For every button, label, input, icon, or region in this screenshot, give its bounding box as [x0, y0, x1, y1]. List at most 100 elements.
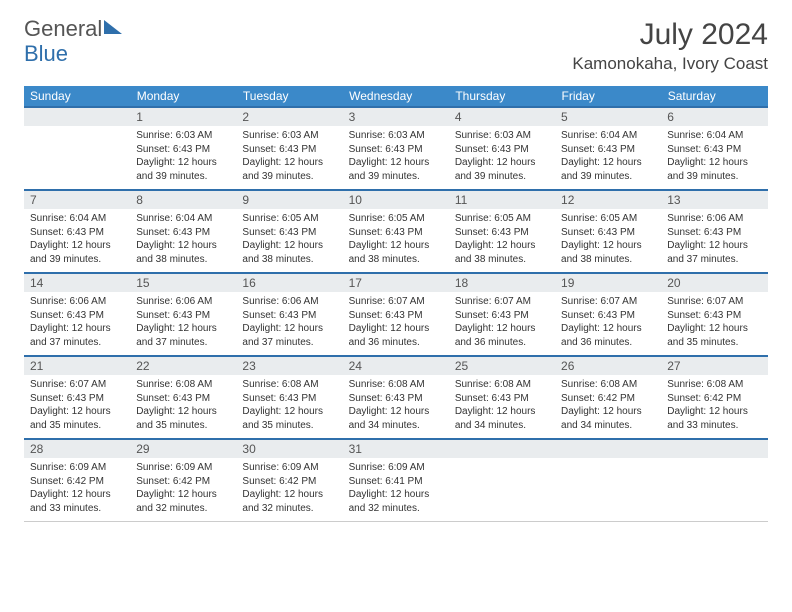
daylight-text: Daylight: 12 hours and 37 minutes.	[30, 322, 124, 349]
day-number: 8	[130, 191, 236, 209]
day-number	[661, 440, 767, 458]
day-number: 28	[24, 440, 130, 458]
day-cell: 2Sunrise: 6:03 AMSunset: 6:43 PMDaylight…	[236, 107, 342, 190]
day-cell	[24, 107, 130, 190]
sunset-text: Sunset: 6:43 PM	[30, 309, 124, 323]
day-number: 6	[661, 108, 767, 126]
day-cell	[661, 439, 767, 522]
day-number: 16	[236, 274, 342, 292]
daylight-text: Daylight: 12 hours and 35 minutes.	[30, 405, 124, 432]
day-content: Sunrise: 6:08 AMSunset: 6:43 PMDaylight:…	[130, 375, 236, 438]
sunset-text: Sunset: 6:43 PM	[349, 392, 443, 406]
day-content: Sunrise: 6:08 AMSunset: 6:42 PMDaylight:…	[555, 375, 661, 438]
daylight-text: Daylight: 12 hours and 38 minutes.	[242, 239, 336, 266]
dayhead-sun: Sunday	[24, 86, 130, 107]
day-number: 23	[236, 357, 342, 375]
day-cell: 16Sunrise: 6:06 AMSunset: 6:43 PMDayligh…	[236, 273, 342, 356]
sunrise-text: Sunrise: 6:09 AM	[242, 461, 336, 475]
week-row: 21Sunrise: 6:07 AMSunset: 6:43 PMDayligh…	[24, 356, 768, 439]
week-row: 28Sunrise: 6:09 AMSunset: 6:42 PMDayligh…	[24, 439, 768, 522]
logo: General Blue	[24, 18, 122, 67]
sunset-text: Sunset: 6:42 PM	[561, 392, 655, 406]
sunset-text: Sunset: 6:41 PM	[349, 475, 443, 489]
sunrise-text: Sunrise: 6:04 AM	[561, 129, 655, 143]
daylight-text: Daylight: 12 hours and 35 minutes.	[242, 405, 336, 432]
sunset-text: Sunset: 6:43 PM	[349, 309, 443, 323]
day-content: Sunrise: 6:06 AMSunset: 6:43 PMDaylight:…	[236, 292, 342, 355]
day-number: 11	[449, 191, 555, 209]
day-content: Sunrise: 6:05 AMSunset: 6:43 PMDaylight:…	[555, 209, 661, 272]
sunset-text: Sunset: 6:43 PM	[667, 226, 761, 240]
day-cell: 26Sunrise: 6:08 AMSunset: 6:42 PMDayligh…	[555, 356, 661, 439]
day-content: Sunrise: 6:05 AMSunset: 6:43 PMDaylight:…	[449, 209, 555, 272]
daylight-text: Daylight: 12 hours and 38 minutes.	[561, 239, 655, 266]
daylight-text: Daylight: 12 hours and 32 minutes.	[136, 488, 230, 515]
sunrise-text: Sunrise: 6:08 AM	[242, 378, 336, 392]
sunrise-text: Sunrise: 6:03 AM	[242, 129, 336, 143]
sunrise-text: Sunrise: 6:04 AM	[136, 212, 230, 226]
day-number: 21	[24, 357, 130, 375]
day-number: 4	[449, 108, 555, 126]
location: Kamonokaha, Ivory Coast	[572, 54, 768, 74]
sunset-text: Sunset: 6:43 PM	[136, 143, 230, 157]
day-content: Sunrise: 6:07 AMSunset: 6:43 PMDaylight:…	[449, 292, 555, 355]
sunset-text: Sunset: 6:43 PM	[455, 392, 549, 406]
daylight-text: Daylight: 12 hours and 38 minutes.	[349, 239, 443, 266]
sunset-text: Sunset: 6:43 PM	[136, 309, 230, 323]
day-content: Sunrise: 6:05 AMSunset: 6:43 PMDaylight:…	[236, 209, 342, 272]
sunrise-text: Sunrise: 6:08 AM	[136, 378, 230, 392]
day-content	[449, 458, 555, 518]
daylight-text: Daylight: 12 hours and 39 minutes.	[136, 156, 230, 183]
day-cell	[449, 439, 555, 522]
sunrise-text: Sunrise: 6:03 AM	[349, 129, 443, 143]
day-content: Sunrise: 6:06 AMSunset: 6:43 PMDaylight:…	[24, 292, 130, 355]
day-cell: 25Sunrise: 6:08 AMSunset: 6:43 PMDayligh…	[449, 356, 555, 439]
sunset-text: Sunset: 6:43 PM	[242, 309, 336, 323]
daylight-text: Daylight: 12 hours and 37 minutes.	[136, 322, 230, 349]
day-cell: 28Sunrise: 6:09 AMSunset: 6:42 PMDayligh…	[24, 439, 130, 522]
sunset-text: Sunset: 6:43 PM	[349, 226, 443, 240]
day-content: Sunrise: 6:09 AMSunset: 6:42 PMDaylight:…	[24, 458, 130, 521]
sunrise-text: Sunrise: 6:05 AM	[349, 212, 443, 226]
day-number: 13	[661, 191, 767, 209]
sunset-text: Sunset: 6:42 PM	[136, 475, 230, 489]
daylight-text: Daylight: 12 hours and 36 minutes.	[561, 322, 655, 349]
sunrise-text: Sunrise: 6:05 AM	[242, 212, 336, 226]
day-cell: 4Sunrise: 6:03 AMSunset: 6:43 PMDaylight…	[449, 107, 555, 190]
day-content: Sunrise: 6:04 AMSunset: 6:43 PMDaylight:…	[661, 126, 767, 189]
dayhead-mon: Monday	[130, 86, 236, 107]
day-cell: 19Sunrise: 6:07 AMSunset: 6:43 PMDayligh…	[555, 273, 661, 356]
sunrise-text: Sunrise: 6:08 AM	[455, 378, 549, 392]
day-cell: 21Sunrise: 6:07 AMSunset: 6:43 PMDayligh…	[24, 356, 130, 439]
sunset-text: Sunset: 6:43 PM	[30, 392, 124, 406]
daylight-text: Daylight: 12 hours and 37 minutes.	[667, 239, 761, 266]
dayhead-wed: Wednesday	[343, 86, 449, 107]
sunset-text: Sunset: 6:43 PM	[561, 226, 655, 240]
day-cell: 30Sunrise: 6:09 AMSunset: 6:42 PMDayligh…	[236, 439, 342, 522]
day-number: 20	[661, 274, 767, 292]
sunrise-text: Sunrise: 6:04 AM	[667, 129, 761, 143]
day-number: 1	[130, 108, 236, 126]
daylight-text: Daylight: 12 hours and 34 minutes.	[455, 405, 549, 432]
week-row: 7Sunrise: 6:04 AMSunset: 6:43 PMDaylight…	[24, 190, 768, 273]
day-number: 7	[24, 191, 130, 209]
day-number: 31	[343, 440, 449, 458]
day-content: Sunrise: 6:03 AMSunset: 6:43 PMDaylight:…	[130, 126, 236, 189]
sunset-text: Sunset: 6:43 PM	[136, 392, 230, 406]
day-cell: 5Sunrise: 6:04 AMSunset: 6:43 PMDaylight…	[555, 107, 661, 190]
day-cell: 13Sunrise: 6:06 AMSunset: 6:43 PMDayligh…	[661, 190, 767, 273]
daylight-text: Daylight: 12 hours and 39 minutes.	[242, 156, 336, 183]
day-cell: 8Sunrise: 6:04 AMSunset: 6:43 PMDaylight…	[130, 190, 236, 273]
daylight-text: Daylight: 12 hours and 36 minutes.	[349, 322, 443, 349]
day-number: 27	[661, 357, 767, 375]
daylight-text: Daylight: 12 hours and 32 minutes.	[242, 488, 336, 515]
day-number: 14	[24, 274, 130, 292]
day-cell: 14Sunrise: 6:06 AMSunset: 6:43 PMDayligh…	[24, 273, 130, 356]
sunset-text: Sunset: 6:42 PM	[667, 392, 761, 406]
sunset-text: Sunset: 6:43 PM	[561, 143, 655, 157]
day-content: Sunrise: 6:04 AMSunset: 6:43 PMDaylight:…	[130, 209, 236, 272]
day-content: Sunrise: 6:07 AMSunset: 6:43 PMDaylight:…	[555, 292, 661, 355]
day-content: Sunrise: 6:05 AMSunset: 6:43 PMDaylight:…	[343, 209, 449, 272]
sunset-text: Sunset: 6:42 PM	[242, 475, 336, 489]
day-cell: 23Sunrise: 6:08 AMSunset: 6:43 PMDayligh…	[236, 356, 342, 439]
